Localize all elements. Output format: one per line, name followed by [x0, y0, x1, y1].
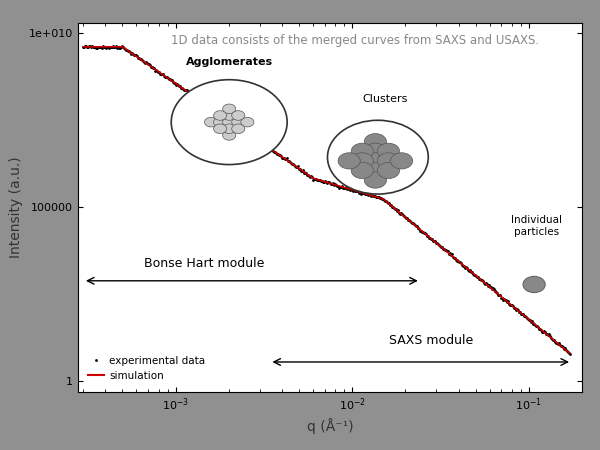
Circle shape [223, 117, 236, 127]
Circle shape [377, 153, 400, 169]
Circle shape [214, 117, 227, 127]
Circle shape [171, 80, 287, 165]
Circle shape [232, 111, 245, 120]
Circle shape [523, 276, 545, 292]
Circle shape [364, 153, 386, 169]
Circle shape [391, 153, 413, 169]
Text: Bonse Hart module: Bonse Hart module [144, 257, 264, 270]
Y-axis label: Intensity (a.u.): Intensity (a.u.) [10, 156, 23, 258]
Circle shape [328, 120, 428, 194]
Text: 1D data consists of the merged curves from SAXS and USAXS.: 1D data consists of the merged curves fr… [171, 34, 539, 46]
Text: Agglomerates: Agglomerates [185, 57, 273, 67]
Circle shape [377, 143, 400, 159]
Circle shape [232, 124, 245, 134]
Circle shape [364, 162, 386, 179]
Circle shape [241, 117, 254, 127]
Circle shape [364, 143, 386, 159]
Legend: experimental data, simulation: experimental data, simulation [83, 351, 211, 386]
Circle shape [338, 153, 360, 169]
Circle shape [223, 111, 236, 120]
Circle shape [232, 117, 245, 127]
Circle shape [351, 143, 373, 159]
Circle shape [223, 124, 236, 134]
Circle shape [205, 117, 218, 127]
Text: Individual
particles: Individual particles [511, 215, 562, 237]
Text: Clusters: Clusters [363, 94, 408, 104]
Circle shape [214, 124, 227, 134]
Circle shape [223, 130, 236, 140]
Circle shape [364, 172, 386, 188]
Circle shape [214, 111, 227, 120]
Circle shape [351, 162, 373, 179]
Circle shape [364, 134, 386, 150]
Text: SAXS module: SAXS module [389, 334, 473, 347]
Circle shape [377, 162, 400, 179]
X-axis label: q (Å⁻¹): q (Å⁻¹) [307, 418, 353, 434]
Circle shape [351, 153, 373, 169]
Circle shape [223, 104, 236, 114]
